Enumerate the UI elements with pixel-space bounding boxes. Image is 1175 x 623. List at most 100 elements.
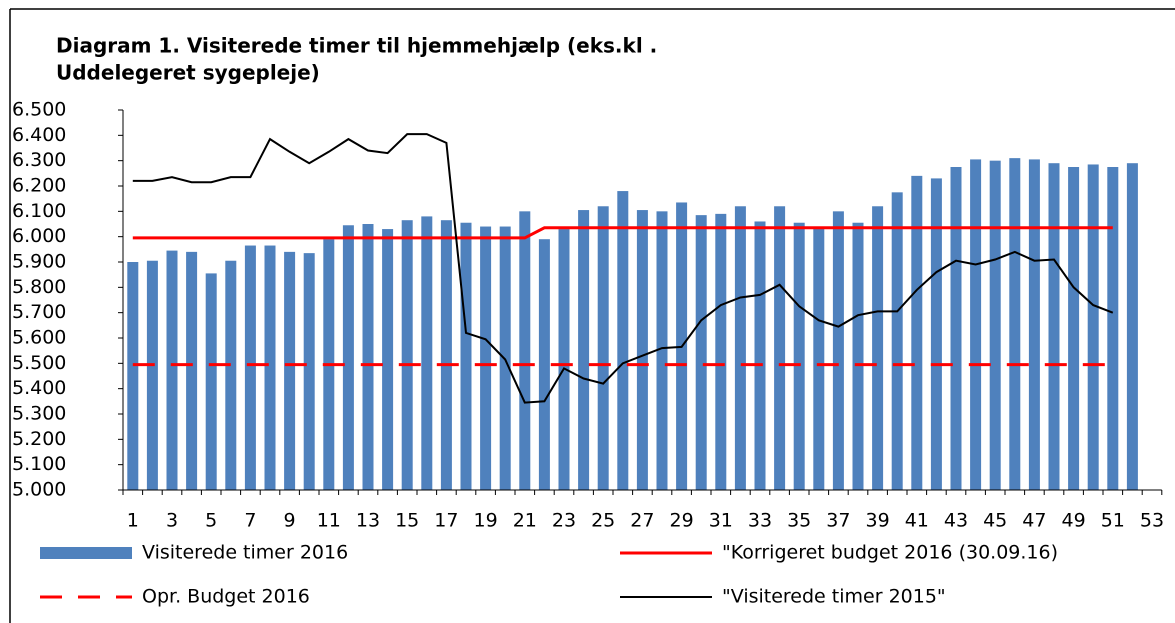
bar xyxy=(989,160,1001,490)
bar xyxy=(970,159,982,490)
bar xyxy=(401,220,413,490)
bar xyxy=(146,260,158,490)
x-tick-label: 43 xyxy=(944,510,968,532)
bar xyxy=(558,229,570,491)
bar xyxy=(480,226,492,491)
bar xyxy=(734,206,746,490)
bar xyxy=(362,224,374,490)
x-tick-label: 21 xyxy=(513,510,537,532)
x-tick-label: 33 xyxy=(748,510,772,532)
bar xyxy=(1028,159,1040,490)
chart-title: Uddelegeret sygepleje) xyxy=(56,61,320,85)
legend-label: "Korrigeret budget 2016 (30.09.16) xyxy=(722,542,1058,564)
bar xyxy=(617,191,629,491)
x-tick-label: 39 xyxy=(866,510,890,532)
y-tick-label: 6.500 xyxy=(12,99,66,121)
x-tick-label: 1 xyxy=(127,510,139,532)
y-tick-label: 5.000 xyxy=(12,479,66,501)
chart-title: Diagram 1. Visiterede timer til hjemmehj… xyxy=(56,34,657,58)
y-tick-label: 6.200 xyxy=(12,175,66,197)
x-tick-label: 9 xyxy=(284,510,296,532)
x-tick-label: 41 xyxy=(905,510,929,532)
bar xyxy=(244,245,256,490)
x-tick-label: 31 xyxy=(709,510,733,532)
bar xyxy=(832,211,844,491)
x-tick-label: 27 xyxy=(630,510,654,532)
y-tick-label: 5.600 xyxy=(12,327,66,349)
y-tick-label: 6.000 xyxy=(12,225,66,247)
bar xyxy=(793,222,805,490)
bar xyxy=(421,216,433,490)
bar xyxy=(754,221,766,490)
bar xyxy=(578,210,590,491)
bar xyxy=(715,213,727,490)
bar xyxy=(382,229,394,491)
bar xyxy=(205,273,217,490)
bar xyxy=(519,211,531,491)
x-tick-label: 23 xyxy=(552,510,576,532)
x-tick-label: 37 xyxy=(826,510,850,532)
bar xyxy=(264,245,276,490)
bar xyxy=(1068,167,1080,490)
x-tick-label: 53 xyxy=(1140,510,1164,532)
x-tick-label: 45 xyxy=(983,510,1007,532)
x-tick-label: 5 xyxy=(205,510,217,532)
y-tick-label: 5.500 xyxy=(12,352,66,374)
bar xyxy=(460,222,472,490)
bar xyxy=(1009,158,1021,490)
bar xyxy=(872,206,884,490)
bar xyxy=(852,222,864,490)
y-tick-label: 5.100 xyxy=(12,453,66,475)
legend-label: "Visiterede timer 2015" xyxy=(722,586,946,608)
bar xyxy=(930,178,942,490)
bar xyxy=(597,206,609,490)
x-tick-label: 47 xyxy=(1022,510,1046,532)
x-tick-label: 49 xyxy=(1062,510,1086,532)
bar xyxy=(911,175,923,490)
legend-swatch xyxy=(40,547,132,559)
bar xyxy=(1107,167,1119,490)
legend-label: Opr. Budget 2016 xyxy=(142,586,310,608)
y-tick-label: 6.400 xyxy=(12,124,66,146)
x-tick-label: 19 xyxy=(474,510,498,532)
y-tick-label: 5.700 xyxy=(12,301,66,323)
x-tick-label: 11 xyxy=(317,510,341,532)
bar xyxy=(636,210,648,491)
bar xyxy=(1048,163,1060,490)
bar xyxy=(813,227,825,491)
bar xyxy=(303,253,315,490)
bar xyxy=(1087,164,1099,490)
x-tick-label: 13 xyxy=(356,510,380,532)
line-series xyxy=(132,226,1113,240)
bar xyxy=(950,167,962,490)
bar xyxy=(127,262,139,490)
x-tick-label: 17 xyxy=(434,510,458,532)
bar xyxy=(1126,163,1138,490)
y-tick-label: 5.200 xyxy=(12,428,66,450)
y-tick-label: 5.300 xyxy=(12,403,66,425)
bar xyxy=(538,239,550,490)
bar xyxy=(891,192,903,491)
x-tick-label: 51 xyxy=(1101,510,1125,532)
bar xyxy=(186,251,198,490)
legend-label: Visiterede timer 2016 xyxy=(142,542,348,564)
y-tick-label: 5.400 xyxy=(12,377,66,399)
x-tick-label: 15 xyxy=(395,510,419,532)
x-tick-label: 25 xyxy=(591,510,615,532)
y-tick-label: 6.100 xyxy=(12,200,66,222)
bar xyxy=(342,225,354,490)
bar xyxy=(656,211,668,491)
bar xyxy=(695,215,707,490)
y-tick-label: 5.800 xyxy=(12,276,66,298)
bar xyxy=(774,206,786,490)
bar xyxy=(440,220,452,490)
bar xyxy=(284,251,296,490)
line-series xyxy=(132,133,1114,404)
bar xyxy=(166,250,178,490)
x-tick-label: 3 xyxy=(166,510,178,532)
x-tick-label: 35 xyxy=(787,510,811,532)
bar xyxy=(225,260,237,490)
x-tick-label: 29 xyxy=(670,510,694,532)
x-tick-label: 7 xyxy=(244,510,256,532)
